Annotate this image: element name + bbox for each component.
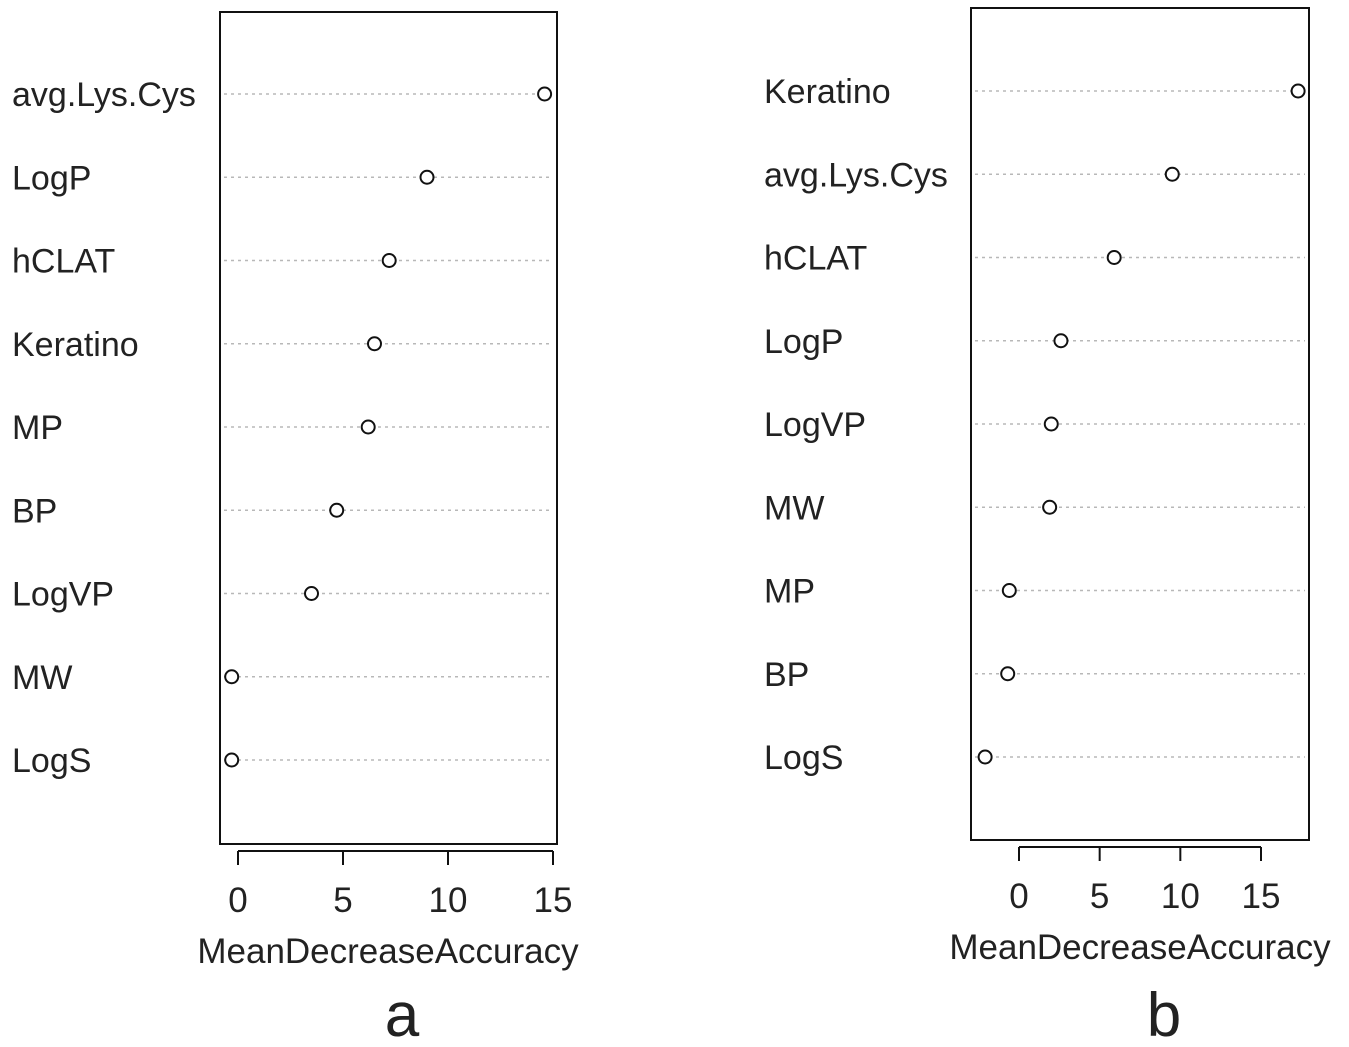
data-point [537,86,553,102]
data-point [381,253,397,268]
category-labels: avg.Lys.Cys LogP hCLAT Keratino MP BP LogVP MW L… [12,76,196,780]
data-point [367,336,382,352]
grid-lines [975,90,1305,758]
x-tick-label: 10 [1161,877,1200,916]
x-axis-title: MeanDecreaseAccuracy [197,932,579,971]
panel-label: b [1147,981,1181,1047]
data-point [304,586,319,601]
plot-frame [219,11,558,845]
x-axis: 0 5 10 15 [228,850,573,920]
data-points [977,83,1306,765]
category-label: hCLAT [12,243,115,281]
category-label: avg.Lys.Cys [12,76,196,114]
data-point [329,502,345,518]
data-point [1001,583,1017,598]
x-tick-label: 0 [1009,877,1028,916]
data-point [419,169,435,185]
data-points [224,86,553,768]
category-label: MW [12,659,72,697]
plot-frame [970,7,1310,841]
category-labels: Keratino avg.Lys.Cys hCLAT LogP LogVP MW MP BP L… [764,73,948,777]
data-point [977,749,993,765]
category-label: LogVP [764,406,866,444]
category-label: MP [12,409,63,447]
category-label: LogS [12,742,91,780]
data-point [1042,499,1058,515]
data-point [1043,416,1059,432]
category-label: Keratino [12,326,139,364]
panel-a: avg.Lys.Cys LogP hCLAT Keratino MP BP LogVP MW L… [12,11,579,1047]
category-label: LogS [764,739,843,777]
data-point [224,752,240,768]
data-point [1290,83,1306,99]
x-tick-label: 5 [1090,877,1109,916]
category-label: MW [764,489,824,527]
panel-label: a [385,981,420,1047]
data-point [224,669,240,685]
data-point [1053,333,1069,349]
data-point [1164,166,1180,182]
category-label: hCLAT [764,240,867,278]
data-point [360,419,376,435]
category-label: BP [12,492,57,530]
category-label: avg.Lys.Cys [764,156,948,194]
data-point [1000,666,1016,682]
data-point [1106,250,1122,265]
x-tick-label: 0 [228,881,247,920]
x-axis: 0 5 10 15 [1009,846,1281,916]
x-tick-label: 15 [1242,877,1281,916]
category-label: LogP [12,159,91,197]
category-label: LogVP [12,576,114,614]
x-tick-label: 5 [333,881,352,920]
x-tick-label: 10 [429,881,468,920]
x-tick-label: 15 [534,881,573,920]
category-label: LogP [764,323,843,361]
panel-b: Keratino avg.Lys.Cys hCLAT LogP LogVP MW MP BP L… [764,7,1331,1047]
category-label: MP [764,573,815,611]
grid-lines [224,93,553,761]
category-label: Keratino [764,73,891,111]
category-label: BP [764,656,809,694]
x-axis-title: MeanDecreaseAccuracy [949,928,1331,967]
